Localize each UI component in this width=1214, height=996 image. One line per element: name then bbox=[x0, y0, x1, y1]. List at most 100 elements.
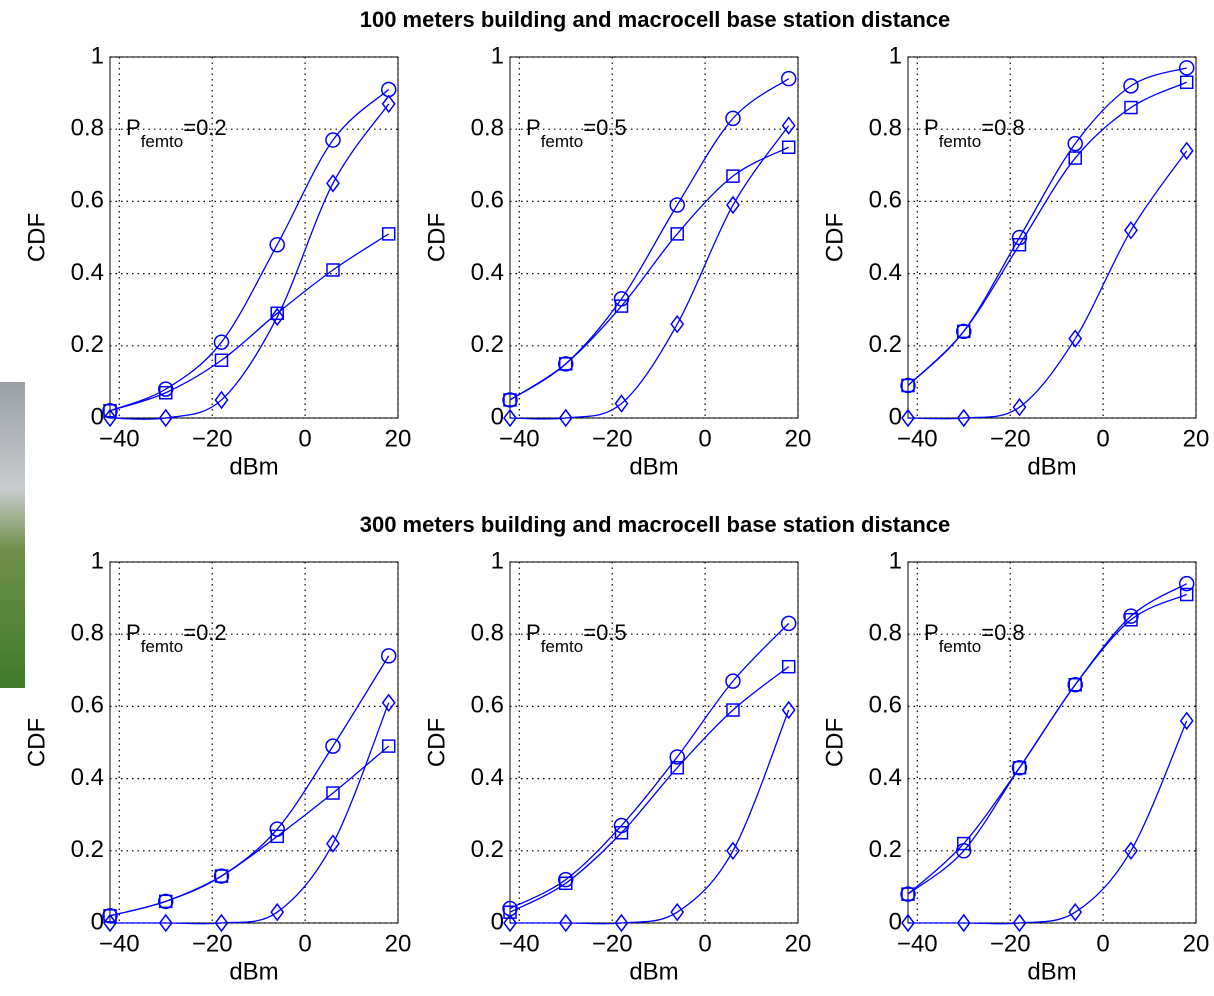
axes-box bbox=[907, 56, 1197, 419]
annotation-subscript: femto bbox=[541, 638, 584, 657]
marker bbox=[614, 826, 629, 840]
marker bbox=[781, 700, 796, 720]
annotation: Pfemto=0.2 bbox=[126, 620, 227, 657]
marker bbox=[670, 314, 685, 334]
marker bbox=[558, 876, 573, 891]
photo-fragment bbox=[0, 382, 25, 688]
series-line bbox=[109, 745, 390, 917]
marker bbox=[381, 693, 396, 713]
marker bbox=[558, 357, 573, 371]
marker bbox=[1124, 841, 1138, 861]
y-tick-label: 1 bbox=[889, 42, 902, 69]
annotation-subscript: femto bbox=[939, 133, 982, 152]
x-tick-label: −40 bbox=[897, 930, 938, 957]
marker bbox=[956, 324, 971, 339]
x-tick-label: 0 bbox=[298, 930, 311, 957]
marker bbox=[1179, 587, 1194, 602]
marker bbox=[270, 829, 284, 844]
x-tick-label: −40 bbox=[499, 425, 540, 452]
y-tick-label: 0.8 bbox=[471, 620, 504, 647]
marker bbox=[103, 408, 117, 428]
marker bbox=[502, 392, 518, 408]
annotation-base: P bbox=[126, 620, 141, 645]
marker bbox=[1124, 221, 1138, 240]
marker bbox=[955, 323, 972, 340]
marker bbox=[213, 334, 230, 350]
annotation-base: P bbox=[526, 115, 541, 140]
x-axis-label: dBm bbox=[1027, 958, 1076, 985]
marker bbox=[901, 887, 915, 901]
marker bbox=[214, 353, 229, 367]
marker bbox=[725, 673, 741, 689]
annotation-base: P bbox=[924, 620, 939, 645]
y-axis-label: CDF bbox=[23, 718, 50, 767]
marker bbox=[158, 913, 173, 933]
y-tick-label: 1 bbox=[91, 547, 104, 574]
marker bbox=[214, 390, 229, 410]
y-tick-label: 1 bbox=[889, 547, 902, 574]
y-tick-label: 0.6 bbox=[869, 692, 902, 719]
x-axis-label: dBm bbox=[1027, 453, 1076, 480]
x-tick-label: 0 bbox=[1096, 930, 1109, 957]
y-tick-label: 0.2 bbox=[71, 331, 104, 358]
series-line bbox=[509, 709, 790, 925]
x-tick-label: 20 bbox=[1183, 425, 1210, 452]
annotation-text: =0.5 bbox=[583, 620, 626, 645]
axes-box bbox=[509, 56, 799, 419]
marker bbox=[1123, 608, 1139, 624]
marker bbox=[381, 94, 396, 114]
y-tick-label: 1 bbox=[491, 42, 504, 69]
y-tick-label: 0 bbox=[91, 403, 104, 430]
y-tick-label: 0.4 bbox=[471, 764, 504, 791]
marker bbox=[1067, 135, 1083, 152]
y-tick-label: 0.6 bbox=[71, 692, 104, 719]
y-tick-label: 0.6 bbox=[471, 692, 504, 719]
series-line bbox=[509, 622, 790, 910]
marker bbox=[956, 836, 971, 851]
marker bbox=[503, 408, 517, 428]
series-line bbox=[109, 655, 390, 917]
marker bbox=[1179, 141, 1194, 161]
marker bbox=[325, 738, 341, 754]
y-tick-label: 0.6 bbox=[471, 187, 504, 214]
y-tick-label: 0.2 bbox=[471, 836, 504, 863]
marker bbox=[669, 197, 685, 213]
marker bbox=[269, 236, 285, 253]
x-tick-label: −20 bbox=[192, 425, 233, 452]
annotation-text: =0.5 bbox=[583, 115, 626, 140]
x-tick-label: −40 bbox=[499, 930, 540, 957]
marker bbox=[1068, 151, 1082, 165]
axes-box bbox=[109, 561, 399, 924]
y-axis-label: CDF bbox=[423, 213, 450, 262]
marker bbox=[1123, 78, 1139, 94]
marker bbox=[900, 886, 916, 902]
y-tick-label: 0 bbox=[889, 403, 902, 430]
x-tick-label: 0 bbox=[1096, 425, 1109, 452]
y-tick-label: 0.6 bbox=[71, 187, 104, 214]
y-tick-label: 0.2 bbox=[869, 836, 902, 863]
x-tick-label: −20 bbox=[990, 930, 1031, 957]
y-axis-label: CDF bbox=[821, 718, 848, 767]
marker bbox=[614, 913, 629, 933]
series-line bbox=[509, 666, 790, 913]
marker bbox=[1068, 677, 1082, 692]
annotation: Pfemto=0.2 bbox=[126, 115, 227, 152]
x-tick-label: 0 bbox=[698, 425, 711, 452]
marker bbox=[1011, 760, 1028, 776]
annotation: Pfemto=0.5 bbox=[526, 115, 627, 152]
x-tick-label: −40 bbox=[99, 930, 140, 957]
x-tick-label: 0 bbox=[298, 425, 311, 452]
x-tick-label: −40 bbox=[897, 425, 938, 452]
marker bbox=[1067, 676, 1083, 693]
y-tick-label: 0.4 bbox=[471, 259, 504, 286]
marker bbox=[103, 909, 117, 923]
marker bbox=[1178, 60, 1195, 76]
y-axis-label: CDF bbox=[423, 718, 450, 767]
series-line bbox=[509, 125, 790, 420]
annotation: Pfemto=0.8 bbox=[924, 115, 1025, 152]
y-tick-label: 0.2 bbox=[71, 836, 104, 863]
marker bbox=[325, 132, 341, 148]
annotation: Pfemto=0.5 bbox=[526, 620, 627, 657]
series-line bbox=[509, 78, 790, 401]
